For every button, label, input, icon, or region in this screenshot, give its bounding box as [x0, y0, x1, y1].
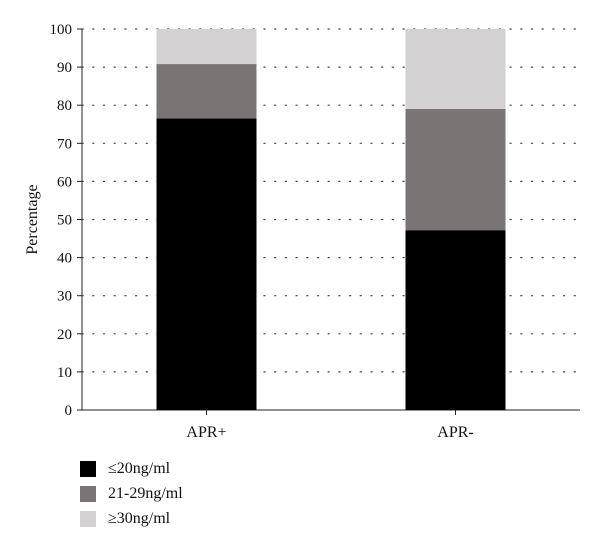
- bar-segment-apr-1: [405, 109, 506, 231]
- x-category-label: APR+: [186, 424, 226, 441]
- legend-label: ≥30ng/ml: [108, 509, 171, 527]
- legend-swatch: [80, 485, 96, 502]
- y-tick-label: 100: [50, 22, 73, 38]
- y-tick-label: 80: [57, 98, 72, 114]
- y-tick-label: 70: [57, 136, 72, 152]
- y-axis-title: Percentage: [24, 184, 41, 254]
- y-tick-label: 20: [57, 327, 72, 343]
- plot-area: 0 10 20 30 40 50 60 70 80 90 100 Percentage APR+ APR-: [24, 22, 581, 441]
- y-tick-label: 90: [57, 60, 72, 76]
- legend-label: 21-29ng/ml: [108, 484, 183, 502]
- bar-segment-apr-0: [405, 230, 506, 410]
- legend-item: ≤20ng/ml: [80, 456, 183, 481]
- bar-segment-apr-0: [156, 118, 257, 410]
- y-tick-label: 0: [65, 403, 73, 419]
- y-tick-label: 30: [57, 289, 72, 305]
- y-tick-label: 40: [57, 251, 72, 267]
- bar-segment-apr-1: [156, 64, 257, 119]
- legend-item: 21-29ng/ml: [80, 481, 183, 506]
- legend-label: ≤20ng/ml: [108, 459, 171, 477]
- y-tick-label: 50: [57, 213, 72, 229]
- legend-swatch: [80, 460, 96, 477]
- legend: ≤20ng/ml 21-29ng/ml ≥30ng/ml: [80, 456, 183, 531]
- bar-segment-apr-2: [405, 29, 506, 110]
- x-category-label: APR-: [437, 424, 473, 441]
- legend-item: ≥30ng/ml: [80, 506, 183, 531]
- legend-swatch: [80, 510, 96, 527]
- bar-segment-apr-2: [156, 29, 257, 65]
- y-tick-label: 10: [57, 365, 72, 381]
- y-tick-label: 60: [57, 174, 72, 190]
